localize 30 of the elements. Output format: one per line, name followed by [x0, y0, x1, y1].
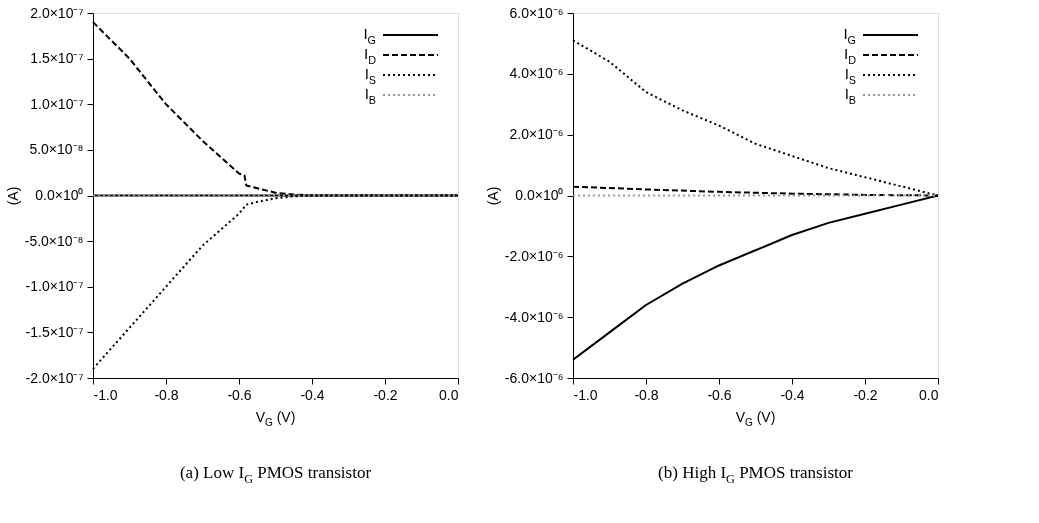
y-tick-label: 0.0×10⁰	[35, 187, 84, 203]
y-tick-label: 2.0×10⁻⁶	[509, 126, 564, 143]
x-tick-label: -0.6	[227, 386, 252, 403]
y-tick-label: -2.0×10⁻⁶	[504, 247, 564, 264]
y-tick-label: 2.0×10⁻⁷	[30, 4, 84, 21]
y-tick-label: 1.0×10⁻⁷	[30, 95, 84, 112]
y-tick-label: -1.0×10⁻⁷	[25, 278, 84, 295]
x-tick-label: -1.0	[93, 386, 118, 403]
y-tick-label: -2.0×10⁻⁷	[25, 369, 84, 386]
y-tick-label: -4.0×10⁻⁶	[504, 308, 564, 325]
y-tick-label: 1.5×10⁻⁷	[30, 50, 84, 67]
y-axis-title: (A)	[484, 186, 501, 206]
x-tick-label: -0.2	[373, 386, 398, 403]
x-tick-label: -0.6	[707, 386, 732, 403]
x-tick-label: 0.0	[919, 386, 939, 403]
x-tick-label: -0.8	[634, 386, 659, 403]
y-tick-label: 4.0×10⁻⁶	[509, 65, 564, 82]
y-tick-label: 0.0×10⁰	[515, 187, 564, 203]
y-tick-label: -1.5×10⁻⁷	[25, 323, 84, 340]
y-tick-label: -6.0×10⁻⁶	[504, 369, 564, 386]
x-tick-label: -0.4	[300, 386, 325, 403]
y-tick-label: -5.0×10⁻⁸	[24, 232, 84, 249]
x-tick-label: -0.8	[154, 386, 179, 403]
y-tick-label: 5.0×10⁻⁸	[29, 141, 84, 158]
y-tick-label: 6.0×10⁻⁶	[509, 4, 564, 21]
x-tick-label: 0.0	[439, 386, 459, 403]
y-axis-title: (A)	[4, 186, 21, 206]
x-tick-label: -0.4	[780, 386, 805, 403]
x-tick-label: -0.2	[853, 386, 878, 403]
x-tick-label: -1.0	[573, 386, 598, 403]
